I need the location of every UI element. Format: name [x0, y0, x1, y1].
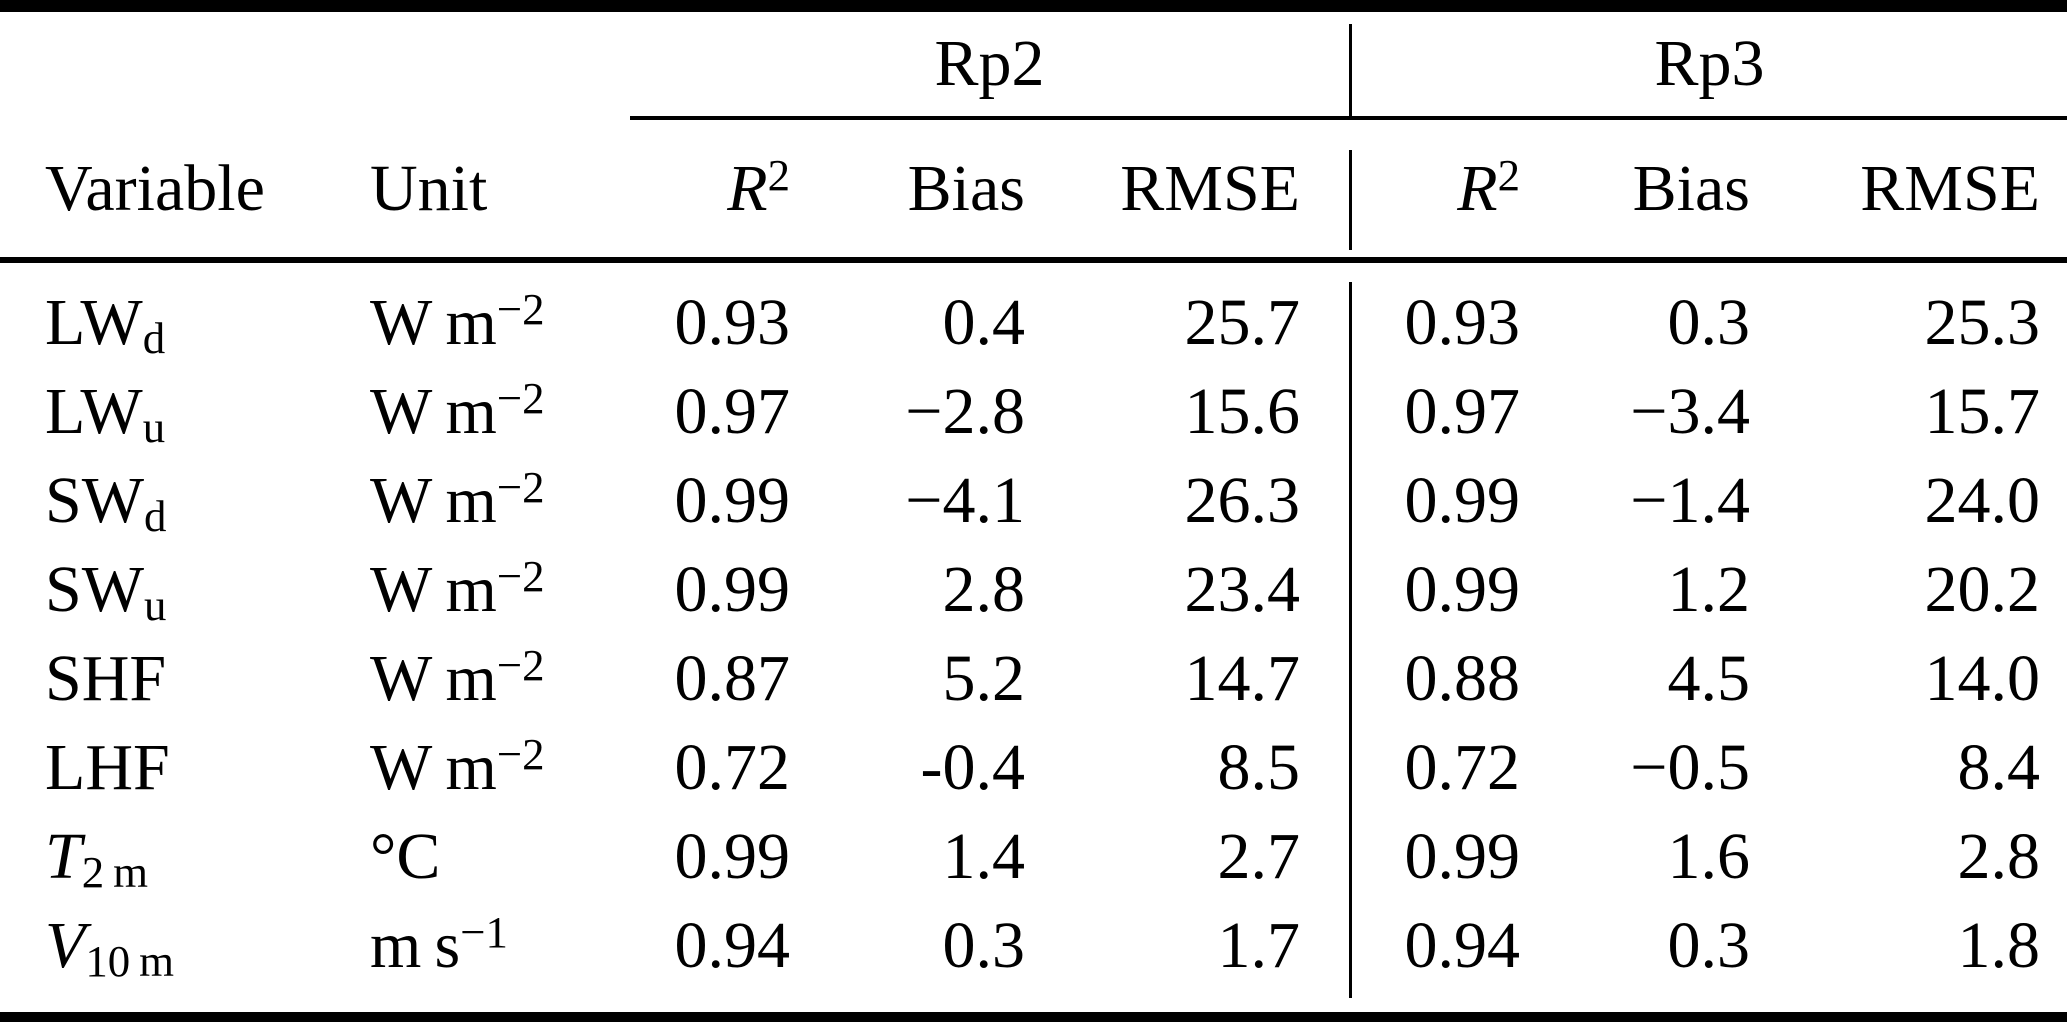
rp3-bias-value: −0.5 [1630, 731, 1750, 804]
rp2-bias-value: −4.1 [905, 464, 1025, 537]
variable-cell: SHF [45, 642, 167, 715]
rp2-rmse-value: 23.4 [1184, 553, 1301, 626]
unit-cell: W m−2 [370, 639, 545, 715]
column-header-row: Variable Unit R2 Bias RMSE R2 Bias RMSE [0, 120, 2067, 257]
rp3-rmse-value: 24.0 [1924, 464, 2041, 537]
unit-cell: °C [370, 820, 441, 893]
table-bottom-rule [0, 1012, 2067, 1022]
table-body: LWd W m−2 0.93 0.4 25.7 0.93 0.3 25.3 LW… [0, 264, 2067, 990]
rp2-bias-value: −2.8 [905, 375, 1025, 448]
rp3-rmse-value: 1.8 [1957, 909, 2041, 982]
table-row: V10 m m s−1 0.94 0.3 1.7 0.94 0.3 1.8 [0, 901, 2067, 990]
rp3-rmse-value: 14.0 [1924, 642, 2041, 715]
unit-cell: W m−2 [370, 728, 545, 804]
table-row: SHF W m−2 0.87 5.2 14.7 0.88 4.5 14.0 [0, 634, 2067, 723]
rp2-bias-value: 0.3 [942, 909, 1026, 982]
rp2-rmse-value: 26.3 [1184, 464, 1301, 537]
rp2-r2-value: 0.87 [674, 642, 791, 715]
rp2-r2-value: 0.99 [674, 553, 791, 626]
rp3-bias-value: 1.6 [1667, 820, 1751, 893]
rp3-r2-column-header: R2 [1457, 149, 1520, 225]
header-bottom-rule [0, 257, 2067, 263]
rp2-rmse-value: 14.7 [1184, 642, 1301, 715]
group-divider-line [1349, 24, 1352, 116]
table-row: T2 m °C 0.99 1.4 2.7 0.99 1.6 2.8 [0, 812, 2067, 901]
unit-cell: W m−2 [370, 461, 545, 537]
variable-cell: LWd [45, 286, 166, 363]
unit-cell: W m−2 [370, 550, 545, 626]
rp3-rmse-value: 15.7 [1924, 375, 2041, 448]
variable-cell: V10 m [45, 909, 175, 986]
group-header-rp2: Rp2 [934, 27, 1045, 100]
rp3-rmse-value: 8.4 [1957, 731, 2041, 804]
group-divider-line [1349, 150, 1352, 250]
unit-cell: W m−2 [370, 283, 545, 359]
table-row: LHF W m−2 0.72 -0.4 8.5 0.72 −0.5 8.4 [0, 723, 2067, 812]
rp2-r2-value: 0.97 [674, 375, 791, 448]
rp3-r2-value: 0.99 [1404, 464, 1521, 537]
rp3-rmse-value: 2.8 [1957, 820, 2041, 893]
group-underline-rule [630, 116, 2067, 120]
rp3-r2-value: 0.97 [1404, 375, 1521, 448]
rp2-bias-value: 1.4 [942, 820, 1026, 893]
rp2-bias-column-header: Bias [907, 152, 1025, 225]
variable-column-header: Variable [45, 152, 265, 225]
group-divider-line [1349, 282, 1352, 998]
unit-cell: W m−2 [370, 372, 545, 448]
rp2-rmse-column-header: RMSE [1120, 152, 1300, 225]
variable-cell: SWu [45, 553, 167, 630]
rp3-r2-value: 0.94 [1404, 909, 1521, 982]
rp3-r2-value: 0.88 [1404, 642, 1521, 715]
rp2-rmse-value: 15.6 [1184, 375, 1301, 448]
variable-cell: SWd [45, 464, 167, 541]
rp3-rmse-value: 25.3 [1924, 286, 2041, 359]
rp2-r2-value: 0.99 [674, 464, 791, 537]
variable-cell: LWu [45, 375, 166, 452]
rp2-bias-value: 2.8 [942, 553, 1026, 626]
rp2-r2-value: 0.99 [674, 820, 791, 893]
table-row: LWu W m−2 0.97 −2.8 15.6 0.97 −3.4 15.7 [0, 367, 2067, 456]
rp2-r2-value: 0.94 [674, 909, 791, 982]
unit-column-header: Unit [370, 152, 488, 225]
rp3-r2-value: 0.72 [1404, 731, 1521, 804]
rp3-bias-column-header: Bias [1632, 152, 1750, 225]
variable-cell: T2 m [45, 820, 149, 897]
variable-cell: LHF [45, 731, 170, 804]
rp2-r2-value: 0.72 [674, 731, 791, 804]
rp3-r2-value: 0.99 [1404, 553, 1521, 626]
rp3-rmse-column-header: RMSE [1860, 152, 2040, 225]
rp2-rmse-value: 25.7 [1184, 286, 1301, 359]
rp2-bias-value: -0.4 [920, 731, 1025, 804]
rp2-rmse-value: 8.5 [1217, 731, 1301, 804]
rp2-rmse-value: 2.7 [1217, 820, 1301, 893]
table-row: SWu W m−2 0.99 2.8 23.4 0.99 1.2 20.2 [0, 545, 2067, 634]
rp3-bias-value: −3.4 [1630, 375, 1750, 448]
rp3-rmse-value: 20.2 [1924, 553, 2041, 626]
rp3-bias-value: 1.2 [1667, 553, 1751, 626]
rp2-r2-column-header: R2 [727, 149, 790, 225]
rp3-bias-value: 0.3 [1667, 286, 1751, 359]
rp3-bias-value: 4.5 [1667, 642, 1751, 715]
table-row: LWd W m−2 0.93 0.4 25.7 0.93 0.3 25.3 [0, 278, 2067, 367]
table-row: SWd W m−2 0.99 −4.1 26.3 0.99 −1.4 24.0 [0, 456, 2067, 545]
rp3-bias-value: −1.4 [1630, 464, 1750, 537]
rp3-bias-value: 0.3 [1667, 909, 1751, 982]
rp2-r2-value: 0.93 [674, 286, 791, 359]
rp3-r2-value: 0.93 [1404, 286, 1521, 359]
rp2-rmse-value: 1.7 [1217, 909, 1301, 982]
rp2-bias-value: 5.2 [942, 642, 1026, 715]
unit-cell: m s−1 [370, 906, 508, 982]
rp2-bias-value: 0.4 [942, 286, 1026, 359]
rp3-r2-value: 0.99 [1404, 820, 1521, 893]
group-header-rp3: Rp3 [1654, 27, 1765, 100]
table-top-rule [0, 0, 2067, 12]
